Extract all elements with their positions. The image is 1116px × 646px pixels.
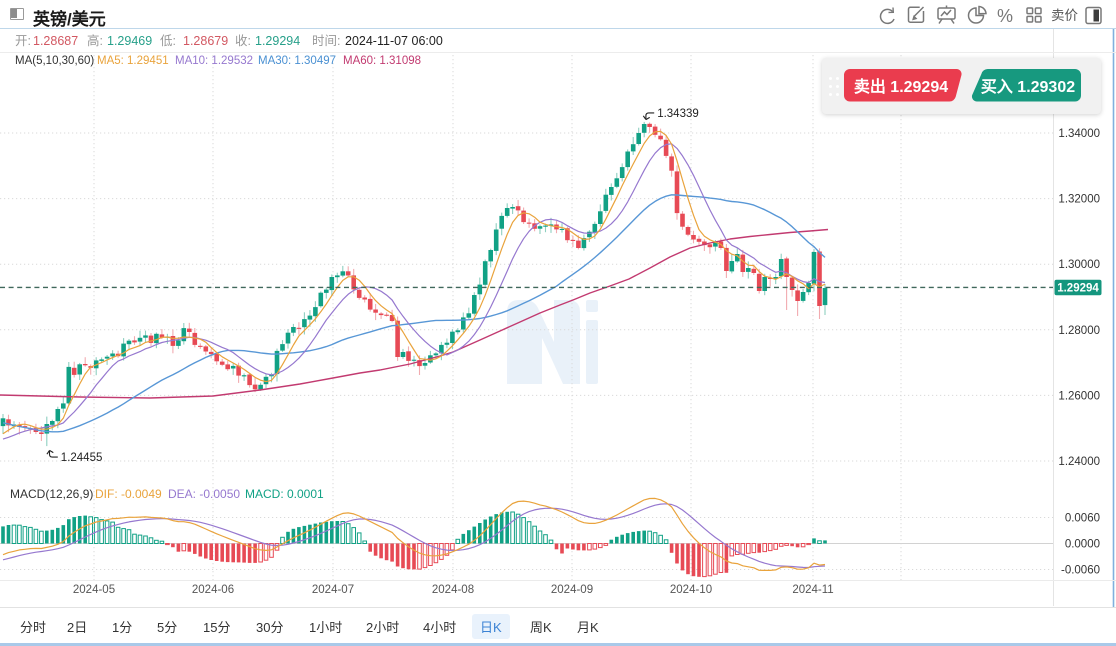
- svg-text:2024-05: 2024-05: [73, 584, 115, 596]
- svg-text:1.24000: 1.24000: [1058, 456, 1100, 468]
- svg-text:1.32000: 1.32000: [1058, 194, 1100, 206]
- svg-text:1.29294: 1.29294: [1057, 282, 1099, 294]
- svg-text:1.30000: 1.30000: [1058, 259, 1100, 271]
- svg-text:1.26000: 1.26000: [1058, 390, 1100, 402]
- svg-text:2024-07: 2024-07: [312, 584, 354, 596]
- svg-text:1.34000: 1.34000: [1058, 128, 1100, 140]
- svg-text:1.24455: 1.24455: [61, 452, 103, 464]
- svg-text:1.28000: 1.28000: [1058, 325, 1100, 337]
- svg-text:2024-06: 2024-06: [192, 584, 234, 596]
- svg-text:2024-11: 2024-11: [792, 584, 833, 596]
- svg-text:0.0000: 0.0000: [1065, 539, 1100, 551]
- svg-text:卖出 1.29294: 卖出 1.29294: [854, 77, 948, 96]
- svg-text:2024-09: 2024-09: [551, 584, 593, 596]
- svg-text:买入 1.29302: 买入 1.29302: [981, 78, 1075, 96]
- svg-text:2024-08: 2024-08: [432, 584, 474, 596]
- svg-text:0.0060: 0.0060: [1065, 513, 1100, 525]
- svg-text:卖价: 卖价: [1051, 8, 1079, 23]
- svg-text:1.34339: 1.34339: [657, 108, 699, 120]
- svg-text:2024-10: 2024-10: [670, 584, 712, 596]
- svg-text:%: %: [997, 6, 1013, 26]
- svg-text:-0.0060: -0.0060: [1061, 565, 1100, 577]
